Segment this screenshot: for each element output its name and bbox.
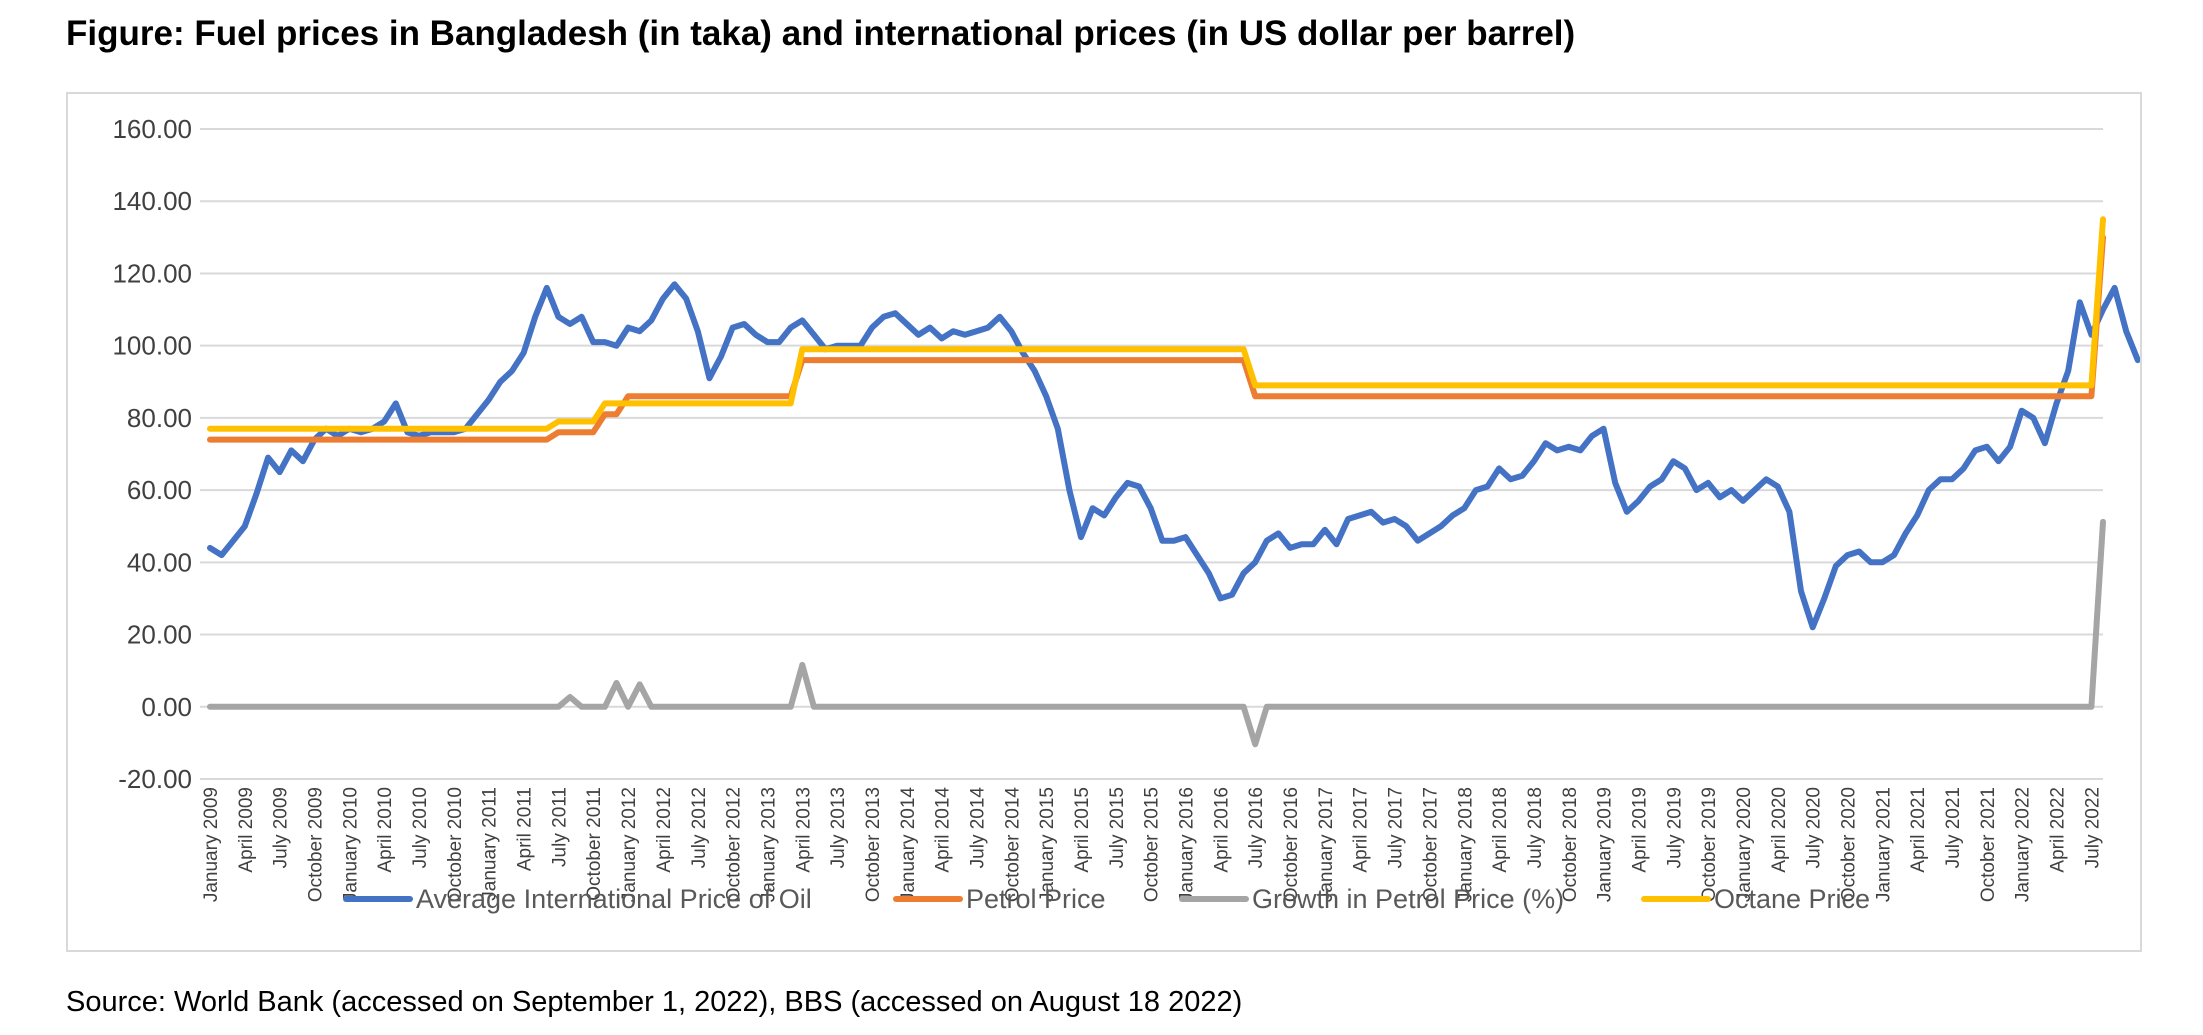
x-tick-label: July 2011	[549, 787, 570, 867]
series-line-1	[207, 234, 2106, 443]
legend-label: Petrol Price	[966, 884, 1106, 914]
x-tick-label: January 2009	[201, 787, 222, 902]
x-tick-label: April 2018	[1490, 787, 1511, 873]
legend-label: Average International Price of Oil	[416, 884, 812, 914]
x-tick-label: October 2012	[724, 787, 745, 902]
x-tick-label: October 2017	[1420, 787, 1441, 902]
x-tick-label: July 2014	[967, 787, 988, 869]
x-tick-label: October 2010	[445, 787, 466, 902]
x-tick-label: July 2012	[689, 787, 710, 868]
y-tick-label: 100.00	[112, 331, 192, 361]
x-tick-label: April 2013	[793, 787, 814, 873]
x-tick-label: January 2016	[1177, 787, 1198, 902]
x-tick-label: January 2014	[898, 787, 919, 903]
x-tick-label: April 2009	[236, 787, 257, 873]
x-tick-label: January 2012	[619, 787, 640, 902]
x-tick-label: October 2019	[1699, 787, 1720, 902]
y-tick-label: 80.00	[127, 403, 192, 433]
series-line-2	[207, 518, 2106, 748]
y-tick-label: 0.00	[141, 692, 192, 722]
y-tick-label: 20.00	[127, 620, 192, 650]
x-tick-label: July 2013	[828, 787, 849, 868]
x-tick-label: April 2020	[1769, 787, 1790, 873]
x-tick-label: October 2009	[306, 787, 327, 902]
y-tick-label: -20.00	[118, 764, 192, 794]
x-tick-label: April 2012	[654, 787, 675, 873]
x-tick-label: January 2020	[1734, 787, 1755, 902]
x-tick-label: January 2015	[1037, 787, 1058, 902]
x-tick-label: July 2017	[1386, 787, 1407, 868]
x-tick-label: January 2018	[1455, 787, 1476, 902]
x-tick-label: July 2020	[1804, 787, 1825, 868]
legend-label: Growth in Petrol Price (%)	[1252, 884, 1564, 914]
x-tick-label: April 2016	[1211, 787, 1232, 873]
series-line-0	[207, 281, 2140, 631]
figure-title: Figure: Fuel prices in Bangladesh (in ta…	[66, 14, 1576, 53]
x-tick-label: October 2016	[1281, 787, 1302, 902]
x-tick-label: July 2019	[1664, 787, 1685, 868]
y-tick-label: 120.00	[112, 258, 192, 288]
x-tick-label: October 2015	[1142, 787, 1163, 902]
x-tick-label: October 2011	[584, 787, 605, 901]
x-tick-label: April 2022	[2048, 787, 2069, 873]
x-tick-label: January 2011	[480, 787, 501, 901]
x-tick-label: April 2010	[375, 787, 396, 873]
series-line-3	[207, 216, 2106, 432]
y-tick-label: 140.00	[112, 186, 192, 216]
x-tick-label: April 2014	[933, 787, 954, 873]
y-tick-label: 60.00	[127, 475, 192, 505]
legend-label: Octane Price	[1714, 884, 1870, 914]
x-tick-label: October 2021	[1978, 787, 1999, 902]
x-tick-label: October 2018	[1560, 787, 1581, 902]
y-tick-label: 40.00	[127, 547, 192, 577]
x-axis-ticks: January 2009 April 2009 July 2009 October 2…	[201, 787, 2103, 903]
x-tick-label: October 2020	[1839, 787, 1860, 902]
legend: Average International Price of Oil Petrol…	[343, 884, 1870, 914]
chart-area: 160.00 140.00 120.00 100.00 80.00 60.00 40.00 2…	[66, 92, 2142, 952]
x-tick-label: January 2022	[2013, 787, 2034, 902]
x-tick-label: April 2021	[1908, 787, 1929, 873]
x-tick-label: January 2017	[1316, 787, 1337, 902]
x-tick-label: January 2010	[340, 787, 361, 902]
x-tick-label: January 2019	[1595, 787, 1616, 902]
x-tick-label: January 2013	[758, 787, 779, 902]
x-tick-label: July 2009	[271, 787, 292, 868]
x-tick-label: July 2010	[410, 787, 431, 868]
x-tick-label: April 2015	[1072, 787, 1093, 873]
series-lines	[207, 216, 2140, 748]
x-tick-label: October 2014	[1002, 787, 1023, 903]
x-tick-label: October 2013	[863, 787, 884, 902]
x-tick-label: July 2022	[2082, 787, 2103, 868]
x-tick-label: July 2021	[1943, 787, 1964, 868]
x-tick-label: July 2016	[1246, 787, 1267, 868]
x-tick-label: January 2021	[1873, 787, 1894, 902]
x-tick-label: April 2017	[1351, 787, 1372, 873]
y-axis-ticks: 160.00 140.00 120.00 100.00 80.00 60.00 40.00 2…	[112, 114, 192, 794]
y-tick-label: 160.00	[112, 114, 192, 144]
line-chart: 160.00 140.00 120.00 100.00 80.00 60.00 40.00 2…	[112, 114, 2140, 914]
x-tick-label: April 2019	[1629, 787, 1650, 873]
source-note: Source: World Bank (accessed on Septembe…	[66, 986, 1243, 1018]
x-tick-label: July 2015	[1107, 787, 1128, 868]
gridlines	[200, 128, 2103, 780]
x-tick-label: April 2011	[515, 787, 536, 871]
x-tick-label: July 2018	[1525, 787, 1546, 868]
